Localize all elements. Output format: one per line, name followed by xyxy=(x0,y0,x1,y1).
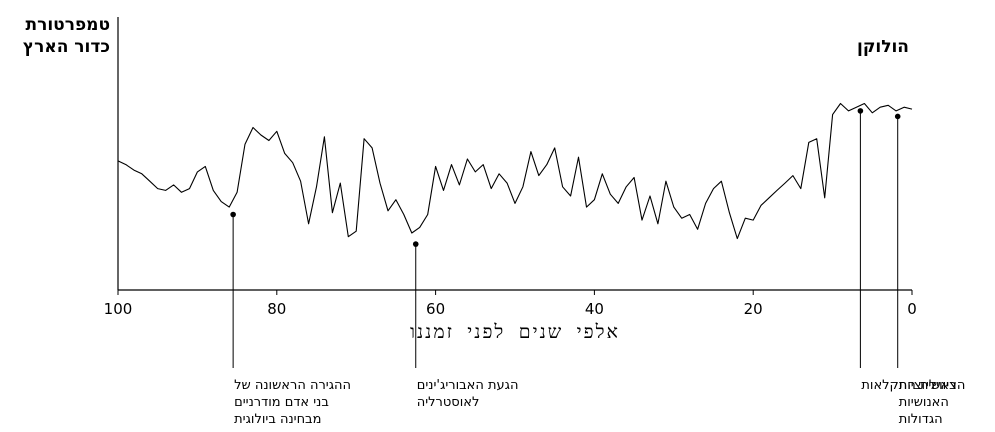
y-axis-label-line-2: כדור הארץ xyxy=(23,37,110,57)
annotation-label: הגעת האבוריג'ינים xyxy=(417,378,519,393)
temperature-series-line xyxy=(117,102,913,240)
x-tick-label: 20 xyxy=(744,300,763,318)
x-tick-label: 60 xyxy=(426,300,445,318)
annotation-label: ההגירה הראשונה של xyxy=(234,378,351,393)
annotation-label: לאוסטרליה xyxy=(417,395,480,410)
annotations: ההגירה הראשונה של בני אדם מודרניים מבחינה … xyxy=(230,108,965,427)
holocene-label: הולוקן xyxy=(857,37,909,57)
x-tick-label: 80 xyxy=(267,300,286,318)
annotation-label: הציוויליזציות xyxy=(899,378,966,393)
x-tick-label: 100 xyxy=(104,300,133,318)
annotation-label: מבחינה ביולוגית xyxy=(234,412,321,427)
y-axis-label-line-1: טמפרטורת xyxy=(26,15,111,35)
annotation-label: הגדולות xyxy=(899,412,943,427)
x-tick-label: 0 xyxy=(907,300,917,318)
annotation-label: האנושיות xyxy=(899,395,949,410)
x-axis-label: אלפי שנים לפני זמננו xyxy=(410,321,620,343)
annotation-label: בני אדם מודרניים xyxy=(234,395,329,410)
x-tick-label: 40 xyxy=(585,300,604,318)
x-ticks: 100 80 60 40 20 0 xyxy=(104,290,917,318)
annotation-label: ראשית החקלאות xyxy=(861,378,956,393)
annotation-dot xyxy=(857,108,864,114)
